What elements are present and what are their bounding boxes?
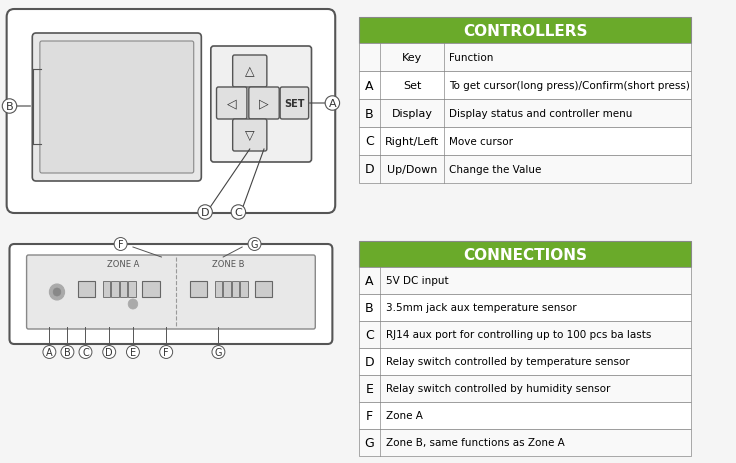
Text: Key: Key	[402, 53, 422, 63]
Text: Move cursor: Move cursor	[449, 137, 513, 147]
FancyBboxPatch shape	[255, 282, 272, 297]
Text: F: F	[118, 239, 124, 250]
FancyBboxPatch shape	[233, 56, 267, 88]
FancyBboxPatch shape	[190, 282, 207, 297]
Text: C: C	[235, 207, 242, 218]
Text: C: C	[365, 328, 374, 341]
Text: Change the Value: Change the Value	[449, 165, 542, 175]
Text: D: D	[105, 347, 113, 357]
Text: Zone A: Zone A	[386, 411, 422, 420]
Text: D: D	[201, 207, 209, 218]
Text: Display: Display	[392, 109, 433, 119]
Text: B: B	[365, 107, 374, 120]
Text: ◁: ◁	[227, 97, 236, 110]
Text: CONTROLLERS: CONTROLLERS	[463, 24, 587, 38]
Text: C: C	[365, 135, 374, 148]
FancyBboxPatch shape	[78, 282, 95, 297]
Bar	[359, 348, 691, 375]
FancyBboxPatch shape	[7, 10, 335, 213]
FancyBboxPatch shape	[40, 42, 194, 174]
Text: Right/Left: Right/Left	[385, 137, 439, 147]
Text: E: E	[130, 347, 136, 357]
Text: ZONE A: ZONE A	[107, 260, 140, 269]
Text: Display status and controller menu: Display status and controller menu	[449, 109, 632, 119]
Text: Zone B, same functions as Zone A: Zone B, same functions as Zone A	[386, 438, 565, 448]
Circle shape	[128, 300, 138, 309]
Text: 3.5mm jack aux temperature sensor: 3.5mm jack aux temperature sensor	[386, 303, 576, 313]
Bar	[359, 268, 691, 294]
Text: D: D	[364, 163, 374, 176]
Text: △: △	[245, 65, 255, 78]
Bar	[359, 100, 691, 128]
Text: SET: SET	[284, 99, 305, 109]
Bar	[359, 375, 691, 402]
Text: RJ14 aux port for controlling up to 100 pcs ba lasts: RJ14 aux port for controlling up to 100 …	[386, 330, 651, 340]
Bar	[359, 72, 691, 100]
Text: B: B	[6, 102, 13, 112]
Text: F: F	[366, 409, 373, 422]
Bar	[102, 282, 110, 297]
Text: D: D	[364, 355, 374, 368]
Bar	[232, 282, 239, 297]
Circle shape	[53, 288, 61, 296]
Bar	[359, 44, 691, 72]
FancyBboxPatch shape	[143, 282, 160, 297]
Bar	[359, 156, 691, 184]
Text: G: G	[251, 239, 258, 250]
Text: ▽: ▽	[245, 129, 255, 142]
Text: Function: Function	[449, 53, 494, 63]
Bar	[359, 429, 691, 456]
Bar	[240, 282, 248, 297]
Text: C: C	[82, 347, 89, 357]
Bar	[120, 282, 127, 297]
Bar	[359, 321, 691, 348]
Text: A: A	[365, 79, 374, 92]
Text: CONNECTIONS: CONNECTIONS	[463, 247, 587, 262]
Text: A: A	[328, 99, 336, 109]
Text: To get cursor(long press)/Confirm(short press): To get cursor(long press)/Confirm(short …	[449, 81, 690, 91]
Text: B: B	[365, 301, 374, 314]
Bar	[223, 282, 231, 297]
FancyBboxPatch shape	[10, 244, 333, 344]
Bar	[359, 128, 691, 156]
FancyBboxPatch shape	[32, 34, 202, 181]
FancyBboxPatch shape	[210, 47, 311, 163]
Text: E: E	[366, 382, 373, 395]
FancyBboxPatch shape	[26, 256, 315, 329]
Bar	[359, 242, 691, 268]
Bar	[128, 282, 136, 297]
Text: Set: Set	[403, 81, 421, 91]
Text: G: G	[215, 347, 222, 357]
Bar	[111, 282, 118, 297]
Text: ▷: ▷	[259, 97, 269, 110]
Circle shape	[49, 284, 65, 300]
Text: G: G	[364, 436, 375, 449]
Text: Relay switch controlled by humidity sensor: Relay switch controlled by humidity sens…	[386, 384, 610, 394]
Text: F: F	[163, 347, 169, 357]
FancyBboxPatch shape	[233, 120, 267, 152]
Text: A: A	[365, 275, 374, 288]
FancyBboxPatch shape	[216, 88, 247, 120]
Text: B: B	[64, 347, 71, 357]
FancyBboxPatch shape	[249, 88, 279, 120]
Bar	[215, 282, 222, 297]
Text: Up/Down: Up/Down	[387, 165, 437, 175]
FancyBboxPatch shape	[280, 88, 308, 120]
Text: A: A	[46, 347, 53, 357]
Text: Relay switch controlled by temperature sensor: Relay switch controlled by temperature s…	[386, 357, 629, 367]
Bar	[359, 294, 691, 321]
Bar	[359, 402, 691, 429]
Text: ZONE B: ZONE B	[212, 260, 244, 269]
Text: 5V DC input: 5V DC input	[386, 276, 448, 286]
Bar	[359, 18, 691, 44]
